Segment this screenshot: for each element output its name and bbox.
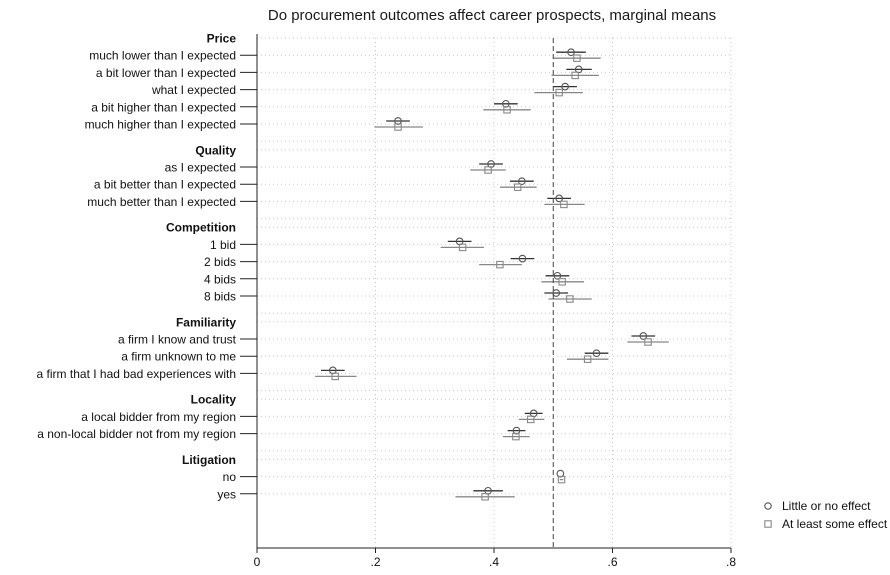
category-label: much higher than I expected [85,118,236,132]
category-label: no [223,470,237,484]
point-marker-circle [518,254,527,263]
legend: Little or no effect At least some effect [764,499,888,531]
group-header: Price [207,32,237,46]
point-marker-circle [553,271,562,280]
grid-layer [257,37,732,548]
point-marker-square [573,54,581,62]
point-marker-square [513,183,522,191]
point-marker-square [557,475,566,484]
legend-marker-square [764,520,772,528]
category-label: a local bidder from my region [81,410,236,424]
point-marker-square [555,88,563,97]
point-marker-square [503,106,511,114]
point-marker-square [566,295,574,303]
category-label: what I expected [151,83,236,97]
point-marker-circle [517,177,526,186]
category-label: 1 bid [210,238,236,252]
category-label: a firm I know and trust [118,333,237,347]
point-marker-square [484,166,492,174]
legend-label: Little or no effect [782,499,871,513]
legend-label: At least some effect [782,517,888,531]
category-label: a non-local bidder not from my region [37,427,236,441]
group-header: Litigation [182,453,236,467]
point-marker-square [481,493,489,501]
point-marker-circle [639,332,648,340]
x-tick-label: 0 [254,555,261,569]
category-label: much better than I expected [87,195,236,209]
category-label: a firm that I had bad experiences with [37,367,236,381]
point-marker-square [644,338,652,346]
group-header: Locality [191,393,237,407]
point-marker-square [558,278,566,286]
x-tick-label: .2 [370,555,380,569]
x-tick-label: .6 [607,555,617,569]
legend-marker-circle [764,502,772,510]
point-marker-circle [561,82,569,91]
chart-title: Do procurement outcomes affect career pr… [268,7,716,24]
category-label: 2 bids [204,255,236,269]
category-label: 4 bids [204,272,236,286]
category-label: a bit higher than I expected [91,100,236,114]
point-marker-square [526,415,535,424]
point-marker-square [458,243,467,252]
point-marker-circle [555,194,564,203]
category-label: yes [217,487,236,501]
x-axis: 0 .2 .4 .6 .8 [240,34,736,569]
group-header: Competition [166,221,236,235]
category-label: a firm unknown to me [121,350,236,364]
rows-layer: Price much lower than I expected a bit low… [37,32,669,501]
group-header: Familiarity [176,315,236,329]
point-marker-circle [567,48,575,57]
point-marker-square [512,432,520,441]
point-marker-square [394,123,402,131]
group-header: Quality [195,143,236,157]
category-label: much lower than I expected [89,49,236,63]
point-marker-square [496,260,504,269]
point-marker-circle [592,349,601,358]
category-label: a bit better than I expected [94,178,236,192]
category-label: 8 bids [204,290,236,304]
point-marker-square [560,200,568,209]
point-marker-square [331,372,339,381]
point-marker-square [583,355,592,363]
category-label: a bit lower than I expected [96,66,236,80]
point-marker-circle [552,289,561,297]
x-tick-label: .4 [489,555,499,569]
x-tick-label: .8 [726,555,736,569]
point-marker-square [571,71,579,80]
category-label: as I expected [165,161,236,175]
